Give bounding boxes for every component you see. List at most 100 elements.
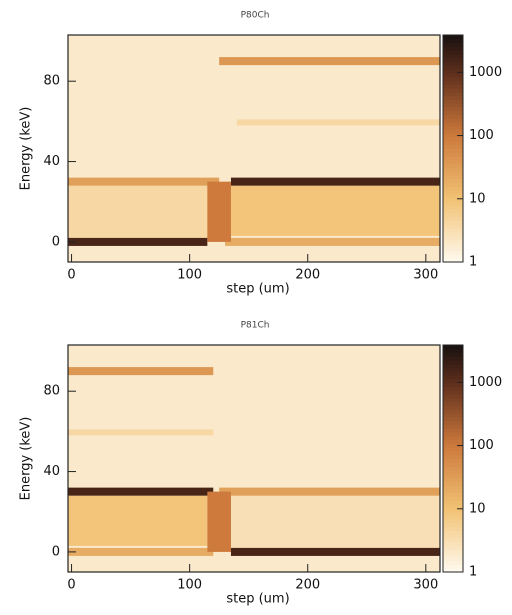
colorbar-step (443, 148, 463, 153)
colorbar-step (443, 235, 463, 240)
colorbar-step (443, 152, 463, 157)
colorbar-step (443, 46, 463, 51)
colorbar-frame (442, 344, 464, 573)
colorbar-step (443, 401, 463, 407)
colorbar-step (443, 545, 463, 550)
colorbar-step (443, 537, 463, 543)
colorbar-step (443, 541, 463, 547)
cell (68, 429, 214, 436)
colorbar-step (443, 140, 463, 146)
cells (68, 35, 440, 262)
colorbar-step (443, 424, 463, 429)
colorbar-step (443, 258, 463, 263)
colorbar-step (443, 65, 463, 70)
colorbar-step (443, 360, 463, 365)
colorbar-tick-label: 100 (469, 128, 494, 143)
colorbar-step (443, 409, 463, 414)
cell (68, 185, 214, 238)
colorbar-step (443, 379, 463, 384)
colorbar-step (443, 95, 463, 100)
colorbar-step (443, 57, 463, 62)
colorbar-step (443, 481, 463, 486)
colorbar-step (443, 515, 463, 520)
x-tick-label: 0 (67, 268, 75, 283)
colorbar-step (443, 394, 463, 399)
colorbar-step (443, 239, 463, 244)
colorbar-step (443, 522, 463, 528)
colorbar-step (443, 466, 463, 471)
cell (230, 495, 440, 548)
colorbar-step (443, 416, 463, 422)
colorbar-step (443, 205, 463, 210)
colorbar-step (443, 477, 463, 482)
colorbar-step (443, 178, 463, 184)
colorbar-step (443, 69, 463, 74)
colorbar-step (443, 345, 463, 350)
cell (230, 547, 440, 556)
colorbar-step (443, 227, 463, 233)
cell (207, 491, 231, 552)
colorbar-step (443, 38, 463, 44)
cell (219, 487, 440, 496)
colorbar-step (443, 209, 463, 214)
colorbar-step (443, 428, 463, 433)
colorbar-step (443, 564, 463, 569)
colorbar-step (443, 118, 463, 123)
colorbar-step (443, 193, 463, 199)
colorbar-step (443, 556, 463, 562)
colorbar-step (443, 530, 463, 535)
colorbar-step (443, 163, 463, 168)
plot-frame (67, 344, 441, 573)
colorbar-step (443, 133, 463, 138)
colorbar-step (443, 42, 463, 47)
colorbar-step (443, 367, 463, 372)
colorbar-step (443, 382, 463, 388)
colorbar-step (443, 397, 463, 403)
colorbar-step (443, 186, 463, 191)
colorbar-step (443, 435, 463, 441)
colorbar-step (443, 190, 463, 195)
colorbar-step (443, 458, 463, 463)
colorbar-step (443, 439, 463, 444)
colorbar-tick-label: 1000 (469, 65, 502, 80)
x-tick-label: 100 (177, 268, 202, 283)
cell (207, 181, 231, 242)
y-tick-label: 40 (43, 464, 60, 479)
colorbar-step (443, 156, 463, 161)
cells (68, 345, 440, 572)
colorbar-step (443, 386, 463, 391)
colorbar-step (443, 246, 463, 252)
colorbar-step (443, 91, 463, 97)
colorbar-tick-label: 1 (469, 565, 477, 580)
colorbar-step (443, 519, 463, 524)
colorbar-step (443, 87, 463, 93)
colorbar-step (443, 201, 463, 206)
colorbar-step (443, 125, 463, 131)
colorbar-frame (442, 34, 464, 263)
colorbar-step (443, 454, 463, 459)
colorbar-step (443, 231, 463, 237)
x-tick-label: 200 (295, 578, 320, 593)
cell (230, 185, 440, 236)
colorbar-step (443, 250, 463, 255)
colorbar-tick-label: 1000 (469, 375, 502, 390)
colorbar-step (443, 167, 463, 172)
cell (68, 237, 208, 246)
x-axis-label: step (um) (226, 592, 289, 607)
colorbar-step (443, 526, 463, 531)
colorbar-step (443, 35, 463, 40)
y-axis-label: Energy (keV) (19, 107, 34, 191)
x-tick-label: 200 (295, 268, 320, 283)
colorbar-step (443, 144, 463, 149)
x-tick-label: 100 (177, 578, 202, 593)
y-tick-label: 0 (52, 544, 60, 559)
colorbar-step (443, 363, 463, 369)
colorbar-step (443, 50, 463, 55)
colorbar-step (443, 450, 463, 456)
colorbar-step (443, 348, 463, 354)
colorbar-step (443, 137, 463, 142)
colorbar-step (443, 496, 463, 501)
colorbar-step (443, 511, 463, 516)
